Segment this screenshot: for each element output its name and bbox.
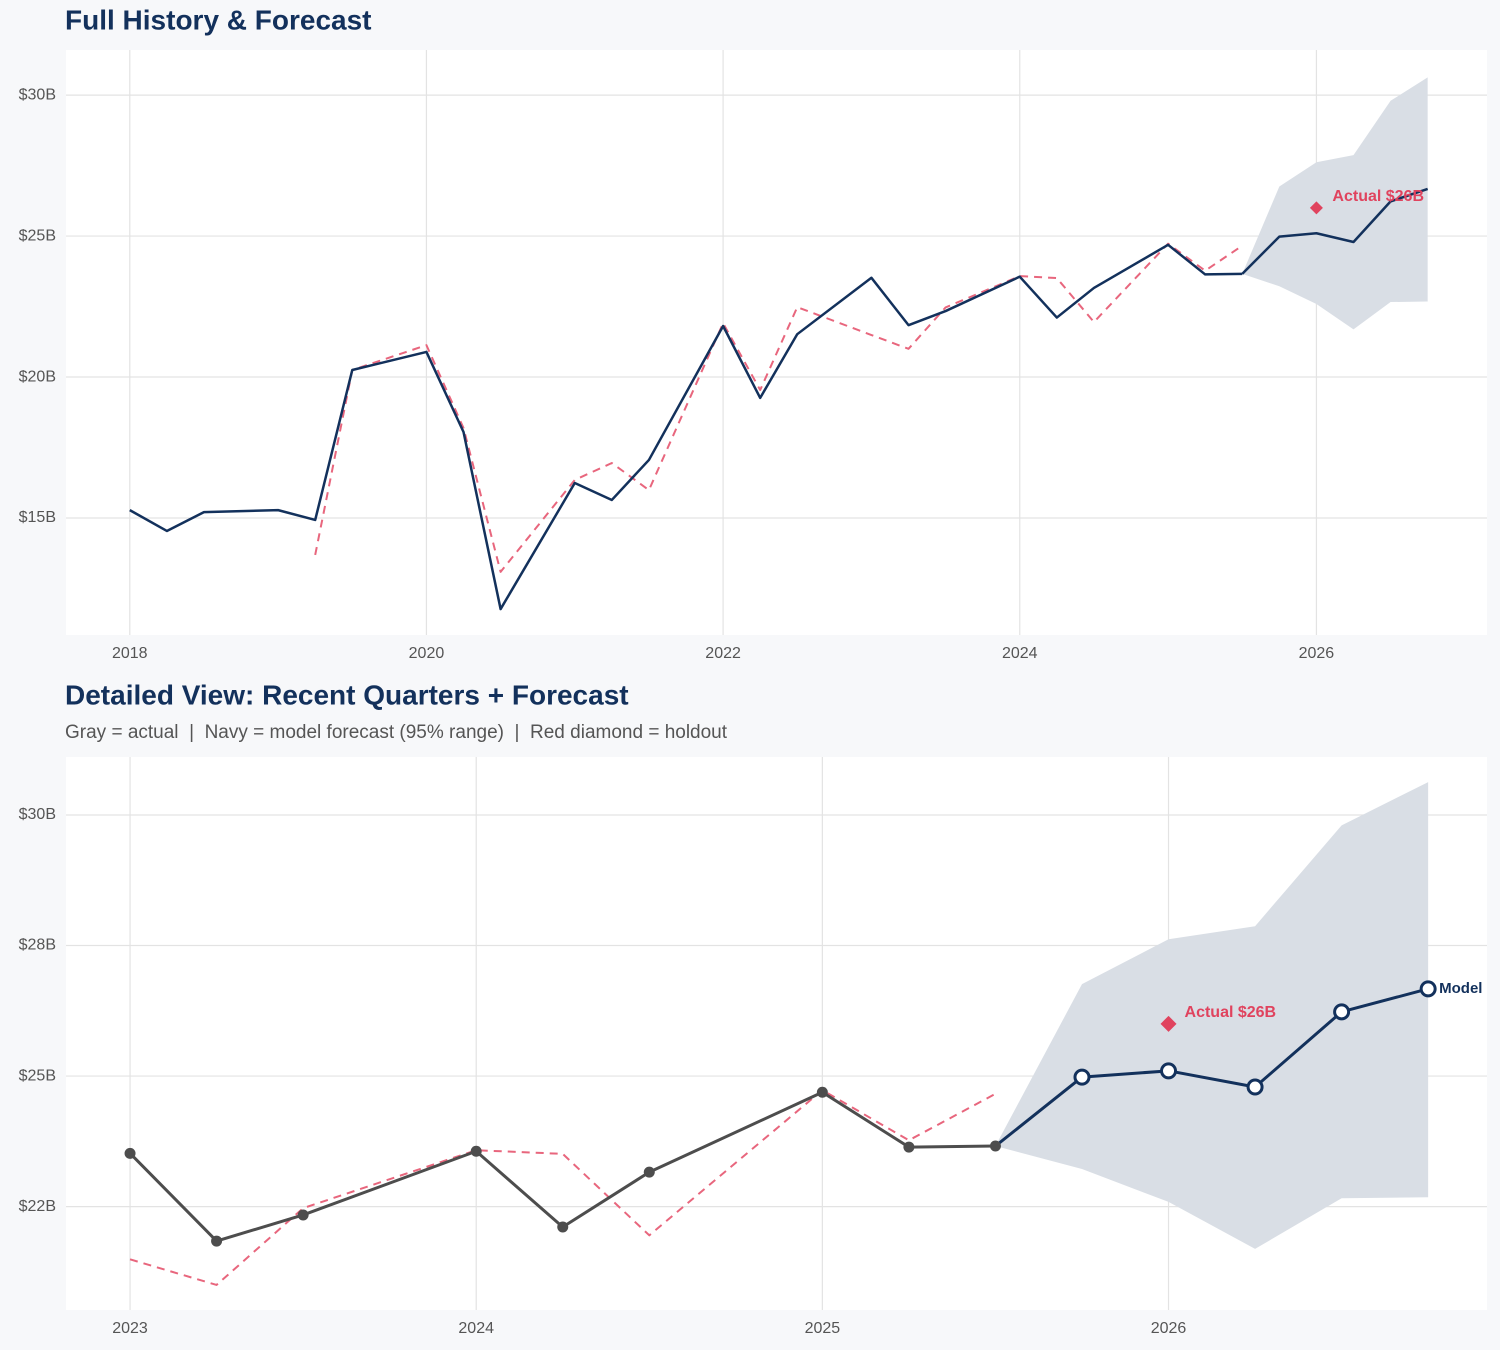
actual-point bbox=[989, 1140, 1001, 1152]
chart-title: Full History & Forecast bbox=[65, 4, 372, 35]
forecast-point bbox=[1333, 1003, 1351, 1021]
x-tick-label: 2023 bbox=[112, 1320, 148, 1337]
actual-point bbox=[297, 1209, 309, 1221]
x-tick-label: 2025 bbox=[805, 1320, 841, 1337]
y-tick-label: $25B bbox=[19, 1067, 56, 1084]
x-tick-label: 2026 bbox=[1299, 645, 1335, 662]
forecast-point bbox=[1073, 1068, 1091, 1086]
holdout-label: Actual $26B bbox=[1185, 1004, 1277, 1021]
fitted-line bbox=[129, 1089, 996, 1286]
holdout-marker bbox=[1160, 1015, 1177, 1032]
forecast-line bbox=[994, 987, 1429, 1148]
x-tick-label: 2020 bbox=[409, 645, 445, 662]
actual-point bbox=[643, 1166, 655, 1178]
holdout-marker bbox=[1309, 201, 1323, 215]
y-tick-label: $20B bbox=[19, 368, 56, 385]
x-tick-label: 2018 bbox=[112, 645, 148, 662]
y-tick-label: $22B bbox=[19, 1198, 56, 1215]
band-layer bbox=[314, 77, 1428, 573]
band-layer bbox=[129, 782, 1429, 1286]
forecast-band bbox=[995, 782, 1429, 1249]
plot-area bbox=[66, 50, 1487, 635]
marker-layer: Model Actual $26B bbox=[124, 980, 1482, 1247]
forecast-point bbox=[1419, 980, 1437, 998]
x-tick-label: 2024 bbox=[1002, 645, 1038, 662]
line-layer bbox=[129, 187, 1429, 611]
marker-layer: Actual $26B bbox=[1309, 188, 1424, 215]
y-tick-label: $30B bbox=[19, 86, 56, 103]
chart-panel: Full History & Forecast $15B $20B $25B $30B 2… bbox=[19, 4, 1487, 662]
x-tick-label: 2024 bbox=[458, 1320, 494, 1337]
actual-point bbox=[903, 1141, 915, 1153]
actual-point bbox=[557, 1221, 569, 1233]
y-tick-label: $25B bbox=[19, 227, 56, 244]
x-tick-label: 2022 bbox=[705, 645, 741, 662]
chart-subtitle: Gray = actual | Navy = model forecast (9… bbox=[65, 722, 728, 743]
actual-line bbox=[129, 243, 1243, 611]
forecast-line bbox=[1241, 187, 1429, 275]
series-label: Model bbox=[1439, 980, 1482, 997]
actual-point bbox=[470, 1145, 482, 1157]
actual-point bbox=[816, 1086, 828, 1098]
forecast-point bbox=[1246, 1078, 1264, 1096]
fitted-line bbox=[314, 242, 1243, 573]
y-tick-label: $28B bbox=[19, 937, 56, 954]
y-tick-label: $30B bbox=[19, 806, 56, 823]
y-tick-label: $15B bbox=[19, 509, 56, 526]
chart-panel: Detailed View: Recent Quarters + Forecas… bbox=[19, 679, 1487, 1337]
forecast-point bbox=[1160, 1062, 1178, 1080]
actual-point bbox=[124, 1147, 136, 1159]
actual-point bbox=[211, 1235, 223, 1247]
x-tick-label: 2026 bbox=[1151, 1320, 1187, 1337]
chart-title: Detailed View: Recent Quarters + Forecas… bbox=[65, 679, 629, 710]
holdout-label: Actual $26B bbox=[1332, 188, 1424, 205]
forecast-band bbox=[1242, 77, 1428, 330]
